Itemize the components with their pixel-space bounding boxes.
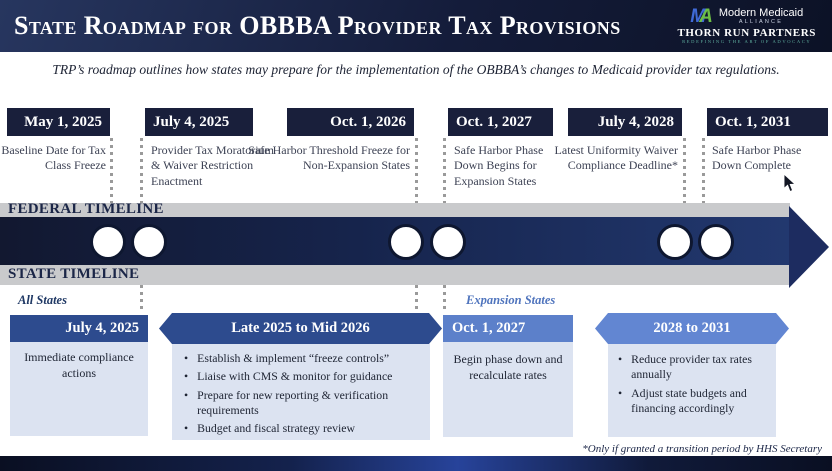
header-bar: State Roadmap for OBBBA Provider Tax Pro… bbox=[0, 0, 832, 52]
phase-1-header: July 4, 2025 bbox=[10, 315, 148, 342]
milestone-date-2: July 4, 2025 bbox=[145, 108, 253, 136]
milestone-description-5: Latest Uniformity Waiver Compliance Dead… bbox=[554, 143, 678, 173]
timeline-arrow-head-icon bbox=[789, 206, 829, 288]
mma-monogram-icon: MA bbox=[690, 6, 713, 28]
milestone-description-6: Safe Harbor Phase Down Complete bbox=[712, 143, 802, 173]
page-title: State Roadmap for OBBBA Provider Tax Pro… bbox=[14, 11, 621, 40]
bullet-item: • Establish & implement “freeze controls” bbox=[184, 351, 390, 365]
milestone-description-4: Safe Harbor Phase Down Begins for Expans… bbox=[454, 143, 544, 188]
timeline-node-5 bbox=[657, 224, 693, 260]
bullet-item: • Liaise with CMS & monitor for guidance bbox=[184, 369, 393, 384]
state-timeline-label: STATE TIMELINE bbox=[8, 266, 140, 282]
thorn-run-partners-logo: THORN RUN PARTNERS REDEFINING THE ART OF… bbox=[677, 28, 816, 45]
bullet-item: • Adjust state budgets and financing acco… bbox=[618, 385, 747, 415]
modern-medicaid-alliance-logo: MA Modern Medicaid ALLIANCE bbox=[690, 7, 803, 26]
timeline-node-4 bbox=[430, 224, 466, 260]
timeline-node-3 bbox=[388, 224, 424, 260]
dotted-connector bbox=[140, 138, 143, 203]
group-label-all-states: All States bbox=[18, 293, 67, 307]
phase-2-header: Late 2025 to Mid 2026 bbox=[159, 313, 442, 344]
dotted-connector bbox=[443, 138, 446, 203]
dotted-connector bbox=[110, 138, 113, 203]
trp-name: THORN RUN PARTNERS bbox=[677, 27, 816, 40]
phase-2-body: • Establish & implement “freeze controls”… bbox=[172, 344, 430, 440]
phase-3-body: Begin phase down and recalculate rates bbox=[443, 342, 573, 437]
bullet-icon: • bbox=[618, 352, 623, 366]
milestone-date-6: Oct. 1, 2031 bbox=[707, 108, 828, 136]
milestone-date-5: July 4, 2028 bbox=[568, 108, 682, 136]
bottom-bar bbox=[0, 456, 832, 471]
milestone-date-4: Oct. 1, 2027 bbox=[448, 108, 553, 136]
footnote: *Only if granted a transition period by … bbox=[582, 443, 822, 455]
bullet-item: • Reduce provider tax rates annually bbox=[618, 352, 753, 382]
dotted-connector bbox=[415, 285, 418, 313]
dotted-connector bbox=[415, 138, 418, 203]
milestone-date-1: May 1, 2025 bbox=[7, 108, 110, 136]
dotted-connector bbox=[702, 138, 705, 203]
bullet-item: • Prepare for new reporting & verificatio… bbox=[184, 387, 389, 417]
logo-stack: MA Modern Medicaid ALLIANCE THORN RUN PA… bbox=[677, 7, 832, 45]
milestone-description-1: Baseline Date for Tax Class Freeze bbox=[1, 143, 106, 173]
phase-3-header: Oct. 1, 2027 bbox=[443, 315, 573, 342]
bullet-icon: • bbox=[184, 369, 189, 384]
phase-4-body: • Reduce provider tax rates annually • Adj… bbox=[608, 344, 776, 437]
bullet-icon: • bbox=[184, 387, 189, 402]
timeline-node-2 bbox=[131, 224, 167, 260]
milestone-date-3: Oct. 1, 2026 bbox=[287, 108, 414, 136]
bullet-icon: • bbox=[184, 351, 189, 365]
federal-timeline-label: FEDERAL TIMELINE bbox=[8, 201, 164, 217]
mma-name: Modern Medicaid bbox=[718, 6, 804, 19]
trp-tagline: REDEFINING THE ART OF ADVOCACY bbox=[682, 39, 812, 45]
phase-3-item: Begin phase down and recalculate rates bbox=[453, 352, 563, 382]
timeline-node-6 bbox=[698, 224, 734, 260]
phase-1-body: Immediate compliance actions bbox=[10, 342, 148, 436]
mouse-cursor-icon bbox=[783, 172, 797, 199]
bullet-item: • Budget and fiscal strategy review bbox=[184, 421, 356, 436]
dotted-connector bbox=[683, 138, 686, 203]
mma-alliance: ALLIANCE bbox=[738, 18, 784, 25]
bullet-icon: • bbox=[618, 385, 623, 400]
milestone-description-3: Safe Harbor Threshold Freeze for Non-Exp… bbox=[248, 143, 410, 173]
dotted-connector bbox=[140, 285, 143, 313]
subtitle: TRP’s roadmap outlines how states may pr… bbox=[52, 62, 780, 77]
phase-4-header: 2028 to 2031 bbox=[595, 313, 789, 344]
timeline-node-1 bbox=[90, 224, 126, 260]
group-label-expansion-states: Expansion States bbox=[466, 293, 556, 307]
milestone-description-2: Provider Tax Moratorium & Waiver Restric… bbox=[151, 143, 274, 188]
phase-1-item: Immediate compliance actions bbox=[24, 350, 134, 380]
bullet-icon: • bbox=[184, 421, 189, 436]
dotted-connector bbox=[443, 285, 446, 309]
